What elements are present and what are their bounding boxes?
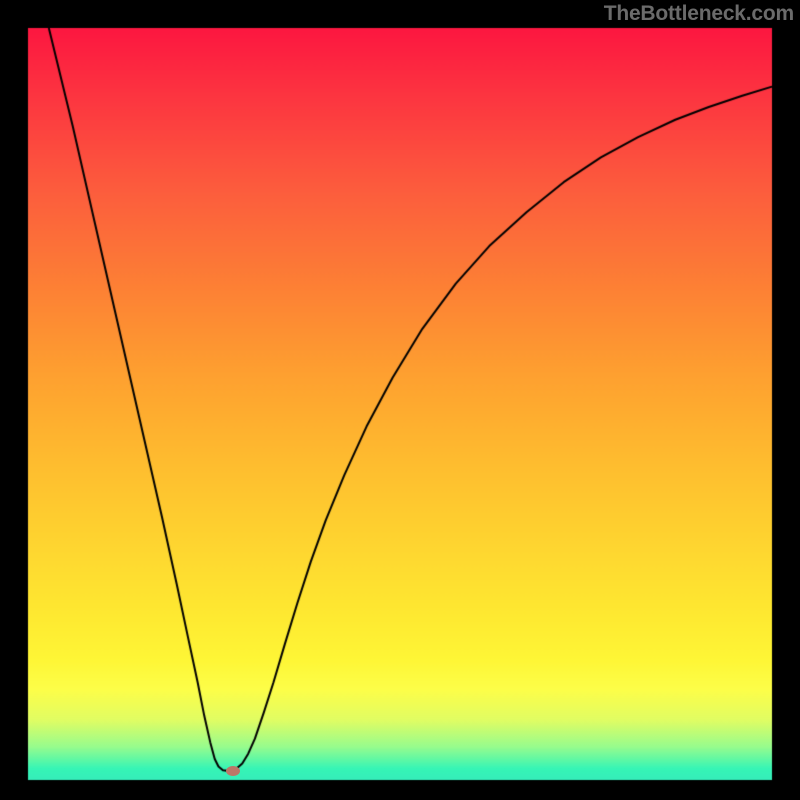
optimal-point-marker (226, 766, 240, 776)
bottleneck-curve-chart (0, 0, 800, 800)
watermark-text: TheBottleneck.com (604, 2, 794, 26)
chart-stage: TheBottleneck.com (0, 0, 800, 800)
